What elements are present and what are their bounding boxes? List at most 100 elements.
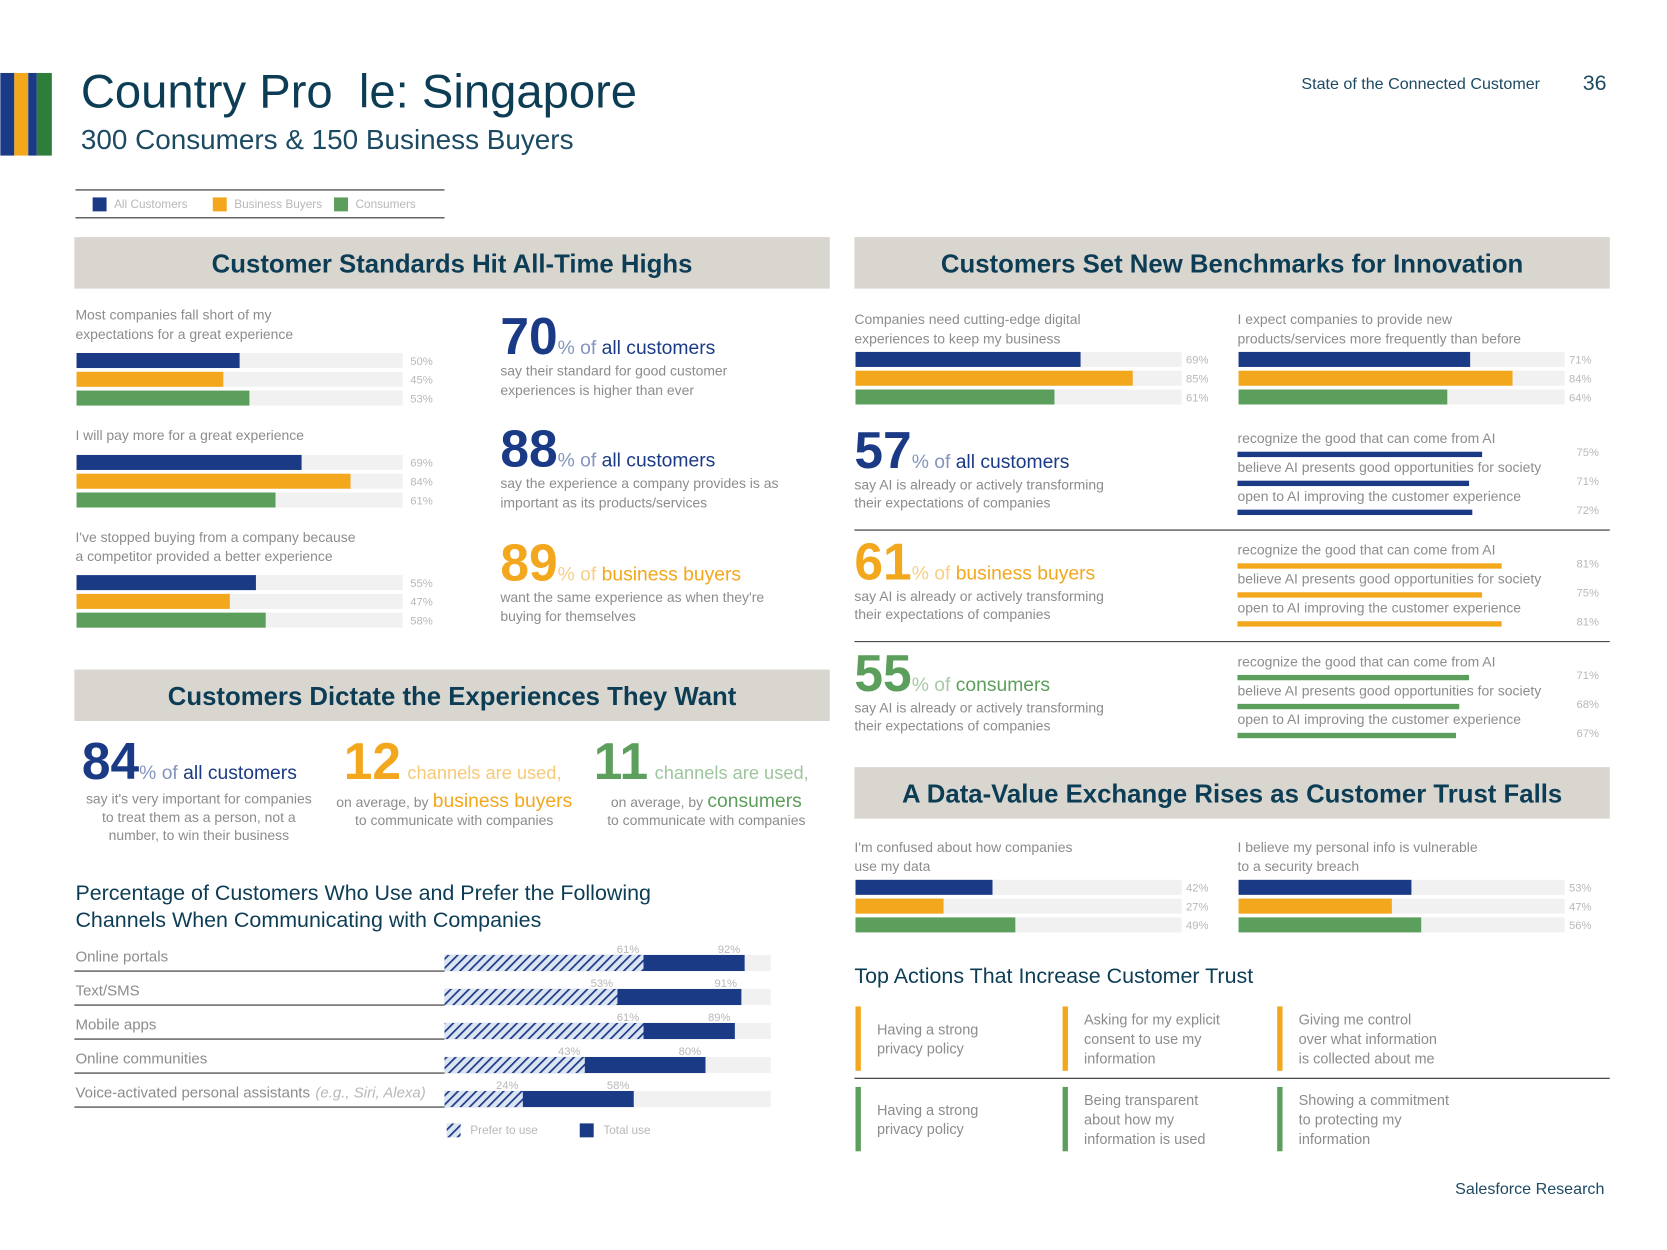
stat-who: business buyers — [433, 791, 572, 812]
stat: 84% of all customers — [82, 732, 297, 790]
category-name: Online portals — [75, 948, 168, 965]
stat-prefix: on average, by — [336, 794, 428, 810]
action-text: Having a strong — [877, 1103, 978, 1119]
stripe — [36, 72, 52, 156]
legend-label: Prefer to use — [470, 1123, 538, 1137]
value-label: 42% — [1186, 883, 1209, 895]
stat-who: all customers — [956, 452, 1070, 473]
stat-unit: % of — [558, 564, 597, 585]
stat-text: their expectations of companies — [854, 718, 1050, 734]
bar — [1238, 389, 1448, 405]
ai-label: open to AI improving the customer experi… — [1237, 488, 1521, 504]
bar — [76, 593, 230, 609]
category-label: Text/SMS — [75, 982, 139, 999]
legend-label: Business Buyers — [234, 197, 322, 211]
bar — [855, 351, 1081, 367]
stat-text: on average, by business buyers — [336, 791, 572, 812]
section-header — [854, 237, 1610, 289]
question: Most companies fall short of my — [75, 307, 271, 323]
value-label: 64% — [1569, 392, 1592, 404]
stripe — [0, 72, 15, 156]
value-label: 72% — [1577, 505, 1600, 517]
legend-swatch — [579, 1123, 594, 1138]
stat-text: on average, by consumers — [611, 791, 802, 812]
action-text: information is used — [1084, 1132, 1205, 1148]
value-label: 91% — [715, 978, 738, 990]
value-label: 45% — [410, 375, 433, 387]
bar — [76, 473, 351, 489]
action-text: about how my — [1084, 1112, 1175, 1128]
accent-bar — [1062, 1006, 1068, 1071]
category-note: (e.g., Siri, Alexa) — [315, 1084, 425, 1101]
value-label: 43% — [558, 1046, 581, 1058]
action-text: over what information — [1299, 1032, 1437, 1048]
stat-number: 89 — [500, 533, 557, 591]
category-label: Online communities — [75, 1050, 207, 1067]
action-text: Giving me control — [1299, 1013, 1412, 1029]
prefer-bar — [444, 954, 644, 972]
prefer-bar — [444, 1022, 644, 1040]
stat: 89% of business buyers — [500, 533, 741, 591]
section-title: A Data-Value Exchange Rises as Customer … — [902, 781, 1562, 809]
accent-bar — [1277, 1006, 1283, 1071]
stat-unit: % of — [558, 451, 597, 472]
value-label: 56% — [1569, 920, 1592, 932]
stat-number: 11 — [594, 732, 648, 790]
stat-number: 70 — [500, 307, 557, 365]
stat-unit: % of — [912, 563, 951, 584]
stat-text: important as its products/services — [500, 495, 707, 511]
value-label: 67% — [1577, 728, 1600, 740]
stat-number: 55 — [854, 644, 911, 702]
bar — [855, 898, 944, 914]
legend-swatch — [212, 197, 227, 212]
action-text: privacy policy — [877, 1042, 965, 1058]
value-label: 84% — [1569, 374, 1592, 386]
value-label: 50% — [410, 356, 433, 368]
value-label: 75% — [1577, 447, 1600, 459]
section-title: Customer Standards Hit All-Time Highs — [212, 251, 693, 279]
accent-bar — [855, 1006, 861, 1071]
stat-text: say their standard for good customer — [500, 363, 727, 379]
question: expectations for a great experience — [75, 326, 293, 342]
value-label: 24% — [496, 1080, 519, 1092]
legend-label: Total use — [603, 1123, 651, 1137]
value-label: 81% — [1577, 559, 1600, 571]
value-label: 47% — [1569, 901, 1592, 913]
value-label: 61% — [617, 944, 640, 956]
value-label: 68% — [1577, 699, 1600, 711]
legend-swatch — [92, 197, 107, 212]
question: products/services more frequently than b… — [1237, 330, 1521, 346]
value-label: 61% — [617, 1012, 640, 1024]
value-label: 53% — [410, 393, 433, 405]
stat-number: 88 — [500, 420, 557, 478]
question: I expect companies to provide new — [1237, 311, 1453, 327]
value-label: 85% — [1186, 374, 1209, 386]
question: Companies need cutting-edge digital — [854, 311, 1080, 327]
bar — [76, 575, 256, 591]
value-label: 71% — [1569, 355, 1592, 367]
chart-title: Top Actions That Increase Customer Trust — [854, 964, 1253, 988]
action-text: Being transparent — [1084, 1093, 1198, 1109]
bar — [76, 454, 302, 470]
stat: 88% of all customers — [500, 420, 715, 478]
stat-unit: channels are used, — [655, 762, 809, 783]
ai-bar — [1237, 480, 1470, 487]
accent-bar — [1277, 1086, 1283, 1152]
category-name: Online communities — [75, 1050, 207, 1067]
stat: 57% of all customers — [854, 421, 1069, 479]
stat-text: to communicate with companies — [607, 812, 805, 828]
action-text: privacy policy — [877, 1122, 965, 1138]
stat-prefix: on average, by — [611, 794, 703, 810]
bar — [76, 612, 266, 628]
ai-bar — [1237, 703, 1460, 710]
bar — [855, 917, 1016, 933]
category-name: Voice-activated personal assistants — [75, 1084, 310, 1101]
ai-bar — [1237, 509, 1473, 516]
stat-unit: % of — [912, 452, 951, 473]
question: use my data — [854, 858, 930, 874]
value-label: 81% — [1577, 617, 1600, 629]
stat-text: say it's very important for companies — [86, 791, 312, 807]
stat-number: 12 — [344, 732, 401, 790]
